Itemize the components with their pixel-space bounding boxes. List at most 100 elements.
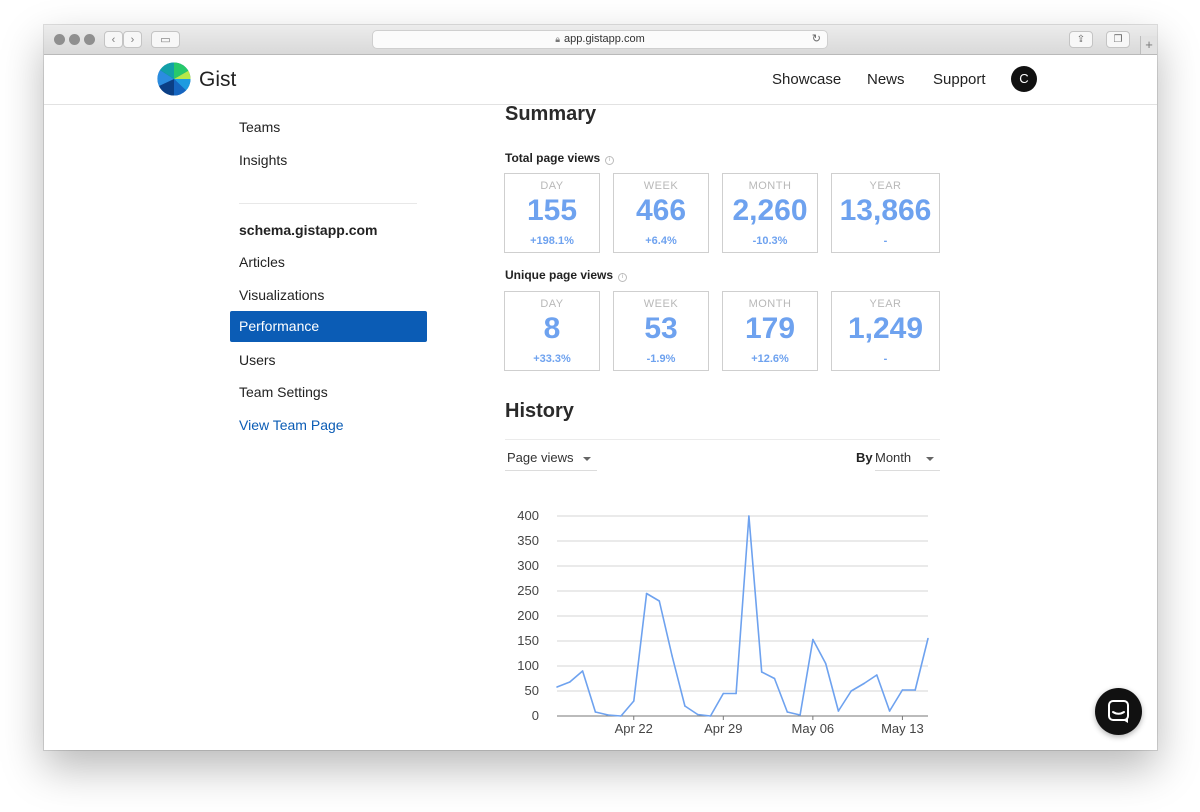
nav-support[interactable]: Support <box>933 71 986 88</box>
card-period-label: DAY <box>540 298 564 310</box>
total-page-views-text: Total page views <box>505 151 601 165</box>
data-point <box>645 592 648 595</box>
data-point <box>620 715 622 717</box>
data-point <box>863 682 865 685</box>
data-point <box>914 689 917 691</box>
y-tick-label: 50 <box>525 683 539 698</box>
data-point <box>735 692 737 695</box>
metric-select[interactable]: Page views <box>505 446 597 471</box>
card-period-label: MONTH <box>748 180 792 192</box>
data-point <box>632 700 635 702</box>
chevron-down-icon <box>583 457 591 461</box>
card-change: -10.3% <box>752 235 788 247</box>
sidebar-item-visualizations[interactable]: Visualizations <box>239 287 325 303</box>
chat-launcher-button[interactable] <box>1095 688 1142 735</box>
nav-showcase[interactable]: Showcase <box>772 71 842 88</box>
card-change: +6.4% <box>645 235 677 247</box>
sidebar-item-team-settings[interactable]: Team Settings <box>239 384 328 400</box>
data-point <box>696 713 699 716</box>
info-icon[interactable]: i <box>605 156 615 165</box>
sidebar-item-teams[interactable]: Teams <box>239 119 281 135</box>
unique-year-card: YEAR 1,249 - <box>831 291 940 371</box>
zoom-window-icon[interactable] <box>84 34 95 45</box>
card-value: 8 <box>543 312 561 345</box>
data-point <box>658 600 661 602</box>
nav-news[interactable]: News <box>867 71 905 88</box>
series-line-page-views <box>556 515 929 717</box>
data-point <box>824 662 827 665</box>
reload-icon[interactable]: ↻ <box>811 33 821 45</box>
total-week-card: WEEK 466 +6.4% <box>613 173 709 253</box>
data-point <box>850 690 853 692</box>
total-month-card: MONTH 2,260 -10.3% <box>722 173 818 253</box>
back-button[interactable]: ‹ <box>104 31 123 48</box>
user-avatar[interactable]: C <box>1011 66 1037 92</box>
forward-button[interactable]: › <box>123 31 142 48</box>
tabs-overview-icon[interactable]: ❐ <box>1106 31 1130 48</box>
unique-day-card: DAY 8 +33.3% <box>504 291 600 371</box>
data-point <box>760 671 763 673</box>
y-tick-label: 350 <box>517 533 539 548</box>
metric-select-value: Page views <box>507 450 574 465</box>
y-tick-label: 400 <box>517 508 539 523</box>
info-icon[interactable]: i <box>618 273 628 282</box>
chat-bubble-icon <box>1108 700 1129 723</box>
brand-name[interactable]: Gist <box>199 68 237 91</box>
history-title: History <box>505 400 574 422</box>
data-point <box>556 686 558 688</box>
card-period-label: MONTH <box>748 298 792 310</box>
card-value: 1,249 <box>847 312 924 345</box>
sidebar-toggle-icon[interactable]: ▭ <box>151 31 180 48</box>
unique-month-card: MONTH 179 +12.6% <box>722 291 818 371</box>
y-tick-label: 200 <box>517 608 539 623</box>
unique-week-card: WEEK 53 -1.9% <box>613 291 709 371</box>
card-change: - <box>883 235 888 247</box>
card-change: +12.6% <box>751 353 789 365</box>
card-value: 2,260 <box>732 194 808 227</box>
card-value: 179 <box>744 312 796 345</box>
y-tick-label: 0 <box>532 708 539 723</box>
x-tick-label: Apr 22 <box>615 721 653 736</box>
y-tick-label: 100 <box>517 658 539 673</box>
data-point <box>722 692 725 695</box>
card-change: +198.1% <box>530 235 574 247</box>
y-tick-label: 300 <box>517 558 539 573</box>
lock-icon: 🔒︎ <box>555 34 561 44</box>
data-point <box>888 710 891 712</box>
sidebar-item-performance[interactable]: Performance <box>230 311 427 342</box>
data-point <box>684 705 686 707</box>
by-label: By <box>856 450 873 465</box>
x-tick-label: May 13 <box>881 721 924 736</box>
gist-logo-icon[interactable] <box>157 62 191 96</box>
x-tick-label: Apr 29 <box>704 721 742 736</box>
data-point <box>812 638 814 641</box>
minimize-window-icon[interactable] <box>69 34 80 45</box>
close-window-icon[interactable] <box>54 34 65 45</box>
sidebar-item-users[interactable]: Users <box>239 352 276 368</box>
data-point <box>927 637 929 640</box>
view-team-page-link[interactable]: View Team Page <box>239 417 344 433</box>
data-point <box>568 681 571 683</box>
new-tab-icon[interactable]: + <box>1140 36 1157 54</box>
data-point <box>901 689 904 691</box>
history-divider <box>505 439 940 440</box>
chevron-down-icon <box>926 457 934 461</box>
card-value: 466 <box>635 194 687 227</box>
card-value: 155 <box>526 194 578 227</box>
period-select[interactable]: Month <box>875 446 940 471</box>
share-icon[interactable]: ⇪ <box>1069 31 1093 48</box>
data-point <box>594 711 597 713</box>
data-point <box>607 714 609 716</box>
sidebar-item-insights[interactable]: Insights <box>239 152 288 168</box>
card-period-label: YEAR <box>869 180 902 192</box>
sidebar-item-articles[interactable]: Articles <box>239 254 285 270</box>
address-bar[interactable]: 🔒︎ app.gistapp.com ↻ <box>372 30 828 49</box>
data-point <box>671 655 673 657</box>
card-value: 13,866 <box>839 194 932 227</box>
card-period-label: YEAR <box>869 298 902 310</box>
card-change: - <box>883 353 888 365</box>
card-change: -1.9% <box>646 353 676 365</box>
unique-page-views-label: Unique page views i <box>505 268 628 282</box>
url-text: app.gistapp.com <box>564 33 645 45</box>
data-point <box>837 710 840 712</box>
